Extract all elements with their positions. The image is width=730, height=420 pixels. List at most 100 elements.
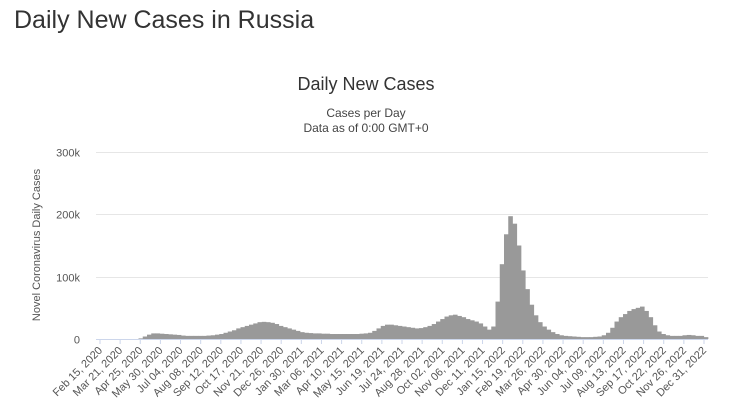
bar[interactable] [525,289,530,339]
bar[interactable] [584,337,590,339]
bar[interactable] [168,334,173,339]
bar[interactable] [210,335,216,339]
bar[interactable] [504,234,509,339]
bar[interactable] [351,334,356,339]
bar[interactable] [495,301,501,339]
bar[interactable] [308,333,314,339]
bar[interactable] [465,319,471,339]
bar[interactable] [567,336,573,339]
bar[interactable] [508,216,513,339]
bar[interactable] [249,324,254,339]
bar[interactable] [419,328,424,339]
bar[interactable] [321,333,326,339]
bar[interactable] [461,317,467,339]
bar[interactable] [572,336,577,339]
bar[interactable] [601,335,607,339]
bar[interactable] [453,314,458,339]
bar[interactable] [376,328,382,339]
bar[interactable] [597,336,603,339]
bar[interactable] [521,270,526,339]
bar[interactable] [329,334,335,339]
bar[interactable] [423,327,428,339]
bar[interactable] [359,333,365,339]
bar[interactable] [385,324,390,339]
bar[interactable] [312,333,318,339]
bar[interactable] [533,315,539,339]
bar[interactable] [618,317,624,339]
bar[interactable] [223,332,229,339]
bar[interactable] [355,334,360,339]
bar[interactable] [181,335,186,339]
bar[interactable] [674,335,679,339]
bar[interactable] [695,335,700,339]
bar[interactable] [682,335,688,339]
bar[interactable] [516,245,522,340]
bar[interactable] [232,330,237,339]
bar[interactable] [546,329,552,339]
bar[interactable] [325,333,331,339]
bar[interactable] [640,306,645,339]
bar[interactable] [559,335,564,339]
bar[interactable] [261,321,267,339]
bar[interactable] [652,325,658,339]
bar[interactable] [172,334,178,339]
bar[interactable] [253,323,258,339]
bar[interactable] [457,315,462,339]
bar[interactable] [427,325,433,339]
bar[interactable] [499,264,505,339]
bar[interactable] [482,326,488,339]
bar[interactable] [240,327,246,339]
bar[interactable] [691,335,696,339]
bar[interactable] [563,335,569,339]
bar[interactable] [283,327,288,339]
bar[interactable] [291,329,297,339]
bar[interactable] [155,333,161,339]
bar[interactable] [414,328,420,339]
bar[interactable] [295,330,301,339]
bar[interactable] [202,335,207,339]
bar[interactable] [334,334,339,339]
bar[interactable] [198,335,203,339]
bar[interactable] [448,315,454,339]
bar[interactable] [635,307,641,339]
bar[interactable] [189,335,195,339]
bar[interactable] [436,321,441,339]
bar[interactable] [227,331,233,339]
bar[interactable] [614,321,620,339]
bar[interactable] [151,333,156,339]
bar[interactable] [606,332,611,339]
bar[interactable] [648,317,654,339]
bar[interactable] [678,335,683,339]
bar[interactable] [393,325,399,339]
bar[interactable] [159,333,165,339]
bar[interactable] [669,335,675,339]
bar[interactable] [244,325,250,339]
bar[interactable] [474,321,479,339]
bar[interactable] [410,327,416,339]
bar[interactable] [176,334,182,339]
bar[interactable] [185,335,190,339]
bar[interactable] [550,332,556,339]
bar[interactable] [342,334,348,339]
bar[interactable] [380,325,386,339]
bar[interactable] [644,310,649,339]
bar[interactable] [538,322,543,339]
bar[interactable] [610,327,615,339]
bar[interactable] [593,336,598,339]
bar[interactable] [317,333,322,339]
bar[interactable] [274,324,280,339]
bar[interactable] [699,335,705,339]
bar[interactable] [627,310,632,339]
bar[interactable] [512,223,518,339]
bar[interactable] [440,319,445,339]
bar[interactable] [406,327,411,339]
bar[interactable] [589,337,594,339]
bar[interactable] [346,334,352,339]
bar[interactable] [431,324,437,339]
bar[interactable] [236,328,241,339]
bar[interactable] [665,335,671,339]
bar[interactable] [304,332,309,339]
bar[interactable] [164,334,169,339]
bar[interactable] [142,336,148,339]
bar[interactable] [491,326,496,339]
